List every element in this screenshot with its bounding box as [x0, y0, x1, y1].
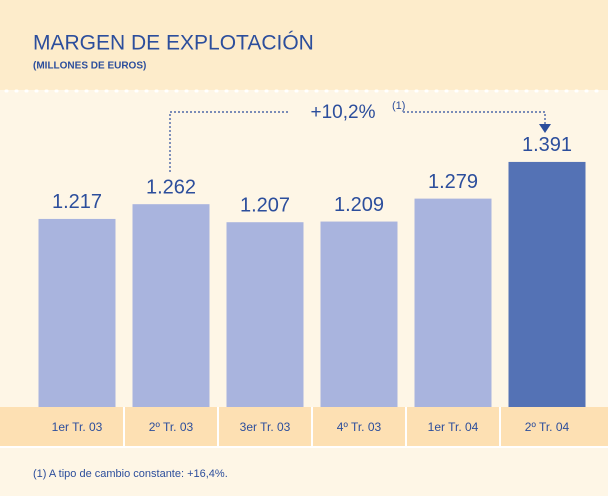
bar — [414, 198, 492, 407]
arrow-head — [539, 124, 551, 133]
annotation: +10,2% — [311, 102, 376, 123]
bar — [508, 161, 586, 407]
x-tick-label: 2º Tr. 03 — [149, 420, 194, 434]
x-tick-label: 2º Tr. 04 — [525, 420, 570, 434]
value-label: 1.209 — [334, 194, 384, 216]
value-label: 1.279 — [428, 171, 478, 193]
x-tick-label: 1er Tr. 04 — [428, 420, 479, 434]
bar — [132, 204, 210, 407]
chart-title: MARGEN DE EXPLOTACIÓN — [33, 32, 314, 55]
footnote: (1) A tipo de cambio constante: +16,4%. — [33, 468, 228, 480]
value-label: 1.207 — [240, 194, 290, 216]
header-band — [0, 0, 608, 90]
bar — [320, 221, 398, 407]
bar — [226, 222, 304, 407]
category-band — [0, 407, 608, 447]
growth-arrow — [169, 111, 546, 172]
bar — [38, 218, 116, 407]
value-label: 1.391 — [522, 134, 572, 156]
chart-subtitle: (MILLONES DE EUROS) — [33, 61, 146, 72]
value-label: 1.262 — [146, 176, 196, 198]
x-tick-label: 4º Tr. 03 — [337, 420, 382, 434]
x-tick-label: 1er Tr. 03 — [52, 420, 103, 434]
annotation-note: (1) — [392, 100, 405, 112]
x-tick-label: 3er Tr. 03 — [240, 420, 291, 434]
value-label: 1.217 — [52, 191, 102, 213]
